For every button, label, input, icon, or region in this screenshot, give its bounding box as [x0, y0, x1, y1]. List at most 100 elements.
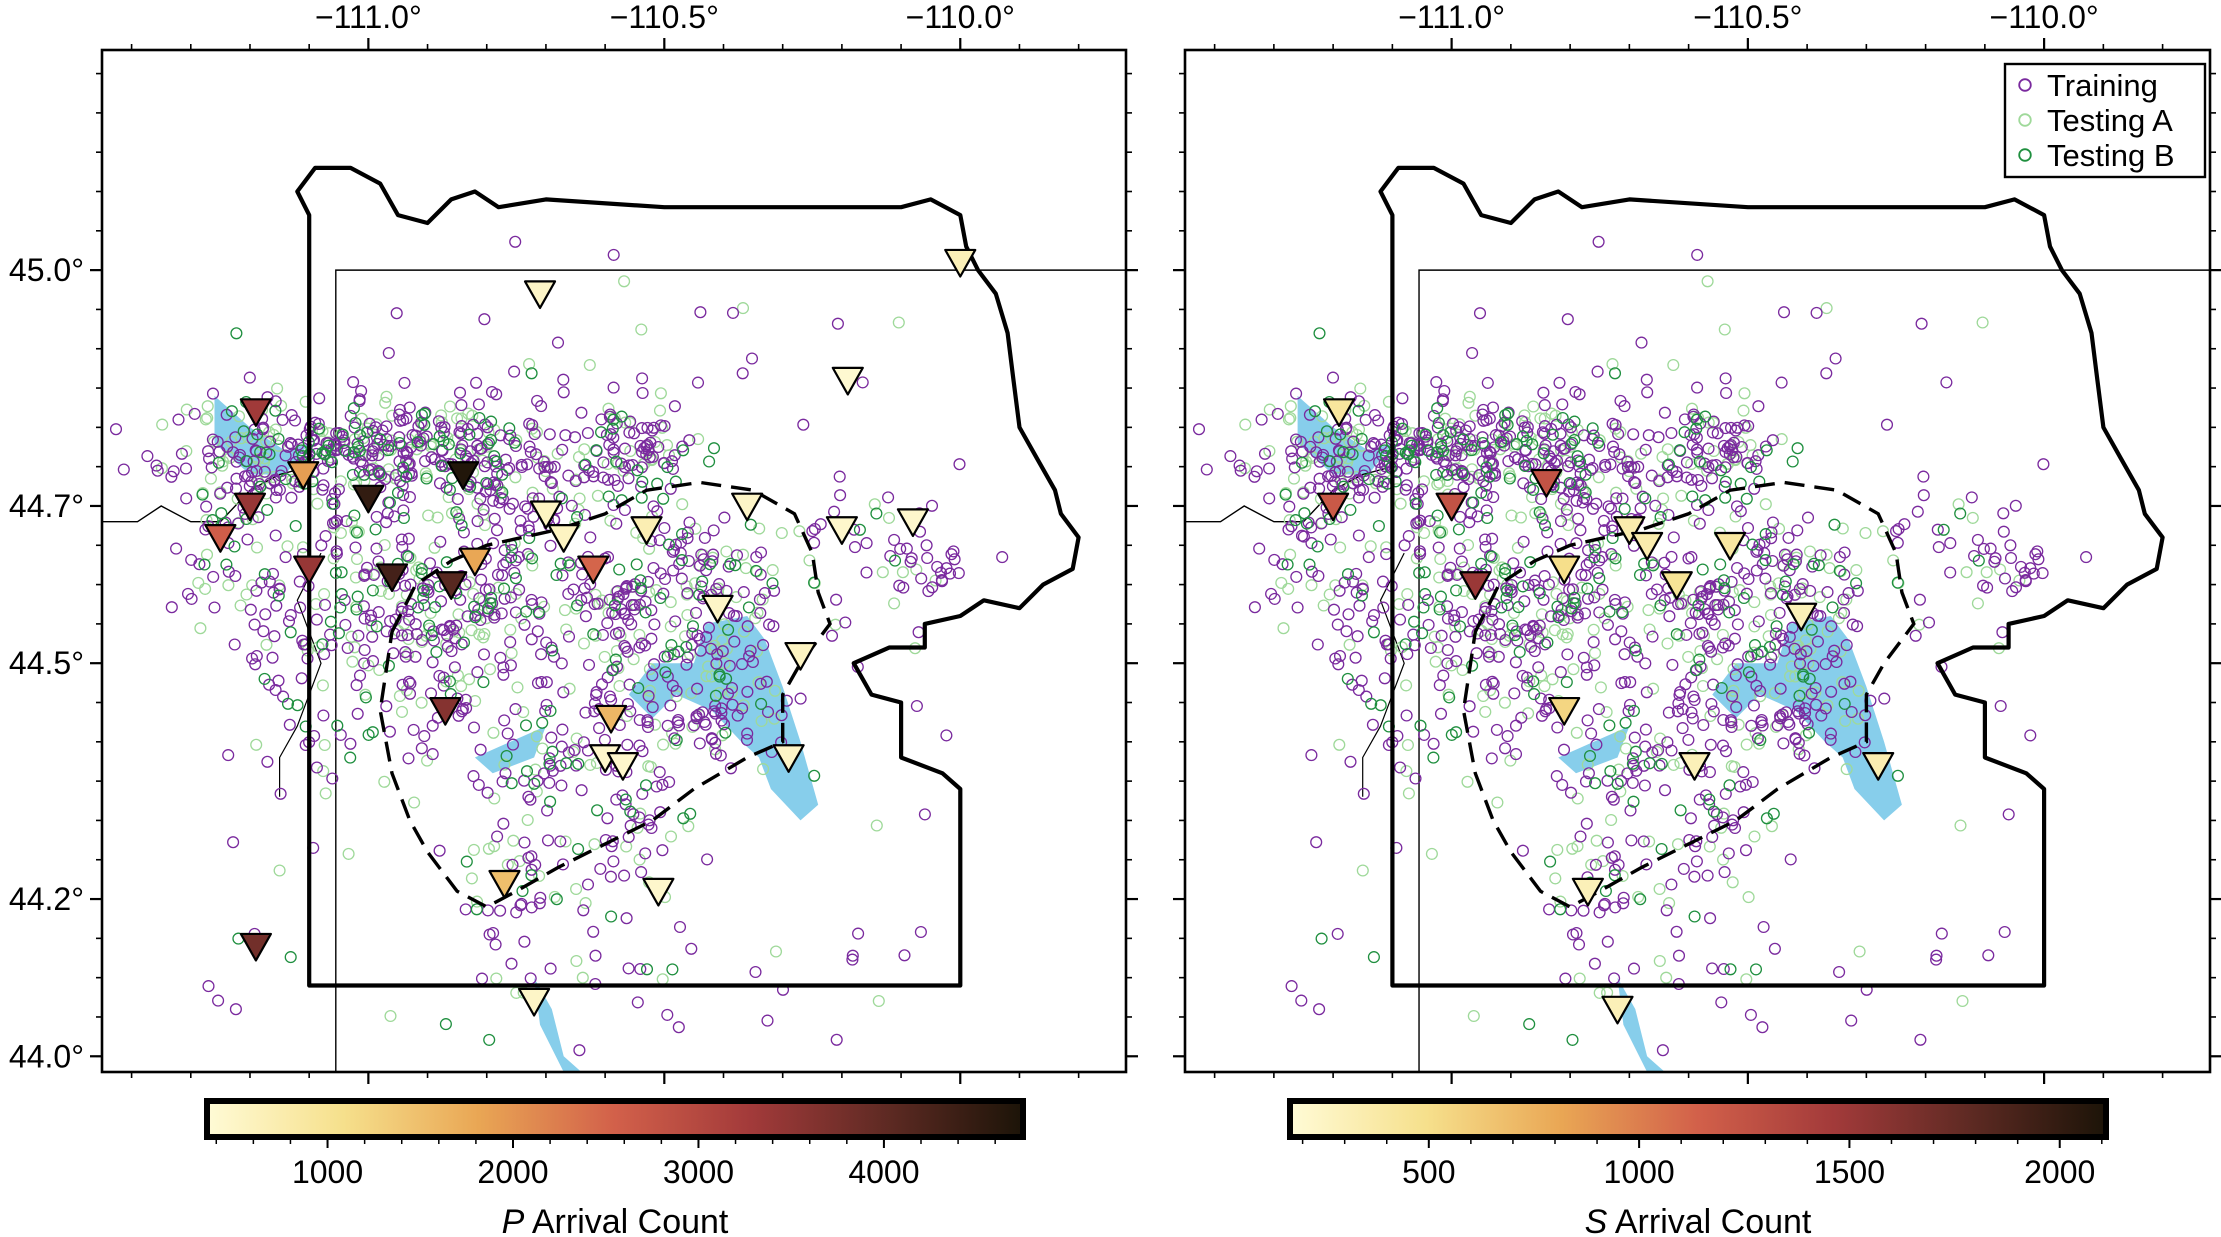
event-marker — [550, 893, 563, 906]
event-marker — [1545, 407, 1558, 420]
event-marker — [1690, 855, 1703, 868]
event-marker — [1601, 836, 1614, 849]
event-marker — [680, 640, 693, 654]
event-marker — [1444, 426, 1457, 439]
event-marker — [397, 414, 410, 427]
event-marker — [1453, 620, 1467, 633]
event-marker — [1502, 455, 1515, 468]
event-marker — [1589, 543, 1602, 557]
event-marker — [658, 521, 671, 535]
event-marker — [852, 927, 865, 940]
event-marker — [1654, 732, 1667, 745]
event-marker — [703, 558, 717, 571]
event-marker — [1516, 580, 1529, 593]
event-marker — [491, 830, 504, 843]
event-marker — [499, 767, 512, 780]
event-marker — [1826, 601, 1839, 614]
event-marker — [269, 529, 282, 542]
event-marker — [318, 588, 331, 601]
event-marker — [1538, 638, 1552, 651]
event-marker — [1511, 634, 1524, 647]
event-marker — [344, 751, 357, 764]
event-marker — [1748, 639, 1762, 652]
event-marker — [374, 584, 387, 598]
event-marker — [1759, 528, 1772, 541]
event-marker — [1333, 738, 1346, 751]
event-marker — [570, 882, 583, 896]
event-marker — [530, 730, 543, 743]
event-marker — [477, 648, 491, 661]
event-marker — [1449, 449, 1462, 462]
event-marker — [1699, 789, 1713, 802]
event-marker — [1687, 514, 1700, 527]
event-marker — [1438, 384, 1451, 398]
event-marker — [1429, 516, 1442, 529]
station-marker — [731, 492, 764, 522]
event-marker — [496, 569, 509, 582]
event-marker — [689, 577, 702, 590]
event-marker — [1332, 658, 1345, 671]
event-marker — [1731, 561, 1744, 575]
event-marker — [500, 749, 513, 763]
event-marker — [1715, 681, 1728, 695]
event-marker — [1556, 778, 1569, 791]
event-marker — [1248, 470, 1261, 483]
event-marker — [1627, 795, 1640, 808]
event-marker — [1519, 459, 1532, 473]
event-marker — [383, 496, 396, 509]
station-marker — [606, 752, 639, 781]
event-marker — [1432, 524, 1445, 537]
event-marker — [380, 420, 393, 433]
event-marker — [1677, 862, 1690, 875]
event-marker — [1739, 844, 1753, 857]
event-marker — [240, 588, 253, 601]
event-marker — [378, 538, 391, 552]
event-marker — [199, 413, 212, 426]
event-marker — [1623, 698, 1637, 711]
event-marker — [1820, 302, 1833, 315]
event-marker — [1315, 517, 1328, 530]
event-marker — [1633, 568, 1647, 582]
map-frame — [100, 48, 1128, 1074]
event-marker — [1693, 517, 1706, 530]
event-marker — [544, 962, 557, 975]
event-marker — [669, 615, 682, 628]
event-marker — [437, 679, 450, 692]
station-marker — [1530, 468, 1563, 498]
event-marker — [1486, 532, 1499, 545]
lat-tick-label: 44.5° — [9, 645, 84, 681]
event-marker — [201, 411, 214, 425]
event-marker — [1652, 431, 1665, 444]
event-marker — [1653, 954, 1666, 968]
legend-label: Testing A — [2047, 103, 2173, 138]
event-marker — [633, 628, 646, 641]
event-marker — [284, 609, 297, 622]
event-marker — [358, 643, 371, 657]
event-marker — [713, 687, 726, 700]
event-marker — [661, 1008, 674, 1021]
event-marker — [635, 866, 648, 879]
station-marker — [529, 500, 563, 530]
event-marker — [1594, 681, 1607, 694]
event-marker — [435, 409, 448, 422]
event-marker — [418, 407, 431, 420]
event-marker — [452, 709, 465, 722]
p-map-panel: −111.0° −110.5° −110.0°45.0°44.7°44.5°44.2… — [9, 0, 1138, 1237]
event-marker — [761, 1014, 774, 1027]
event-marker — [1485, 648, 1498, 661]
event-marker — [1915, 317, 1928, 330]
event-marker — [429, 601, 442, 614]
event-marker — [670, 734, 683, 747]
event-marker — [559, 429, 572, 442]
event-marker — [754, 677, 767, 690]
event-marker — [1317, 448, 1330, 461]
event-marker — [1517, 535, 1530, 548]
event-marker — [526, 598, 539, 611]
event-marker — [1449, 630, 1462, 643]
event-marker — [1727, 684, 1740, 697]
event-marker — [568, 431, 582, 444]
event-marker — [1628, 731, 1641, 744]
event-marker — [1747, 699, 1760, 712]
event-marker — [672, 713, 685, 727]
event-marker — [611, 479, 624, 492]
